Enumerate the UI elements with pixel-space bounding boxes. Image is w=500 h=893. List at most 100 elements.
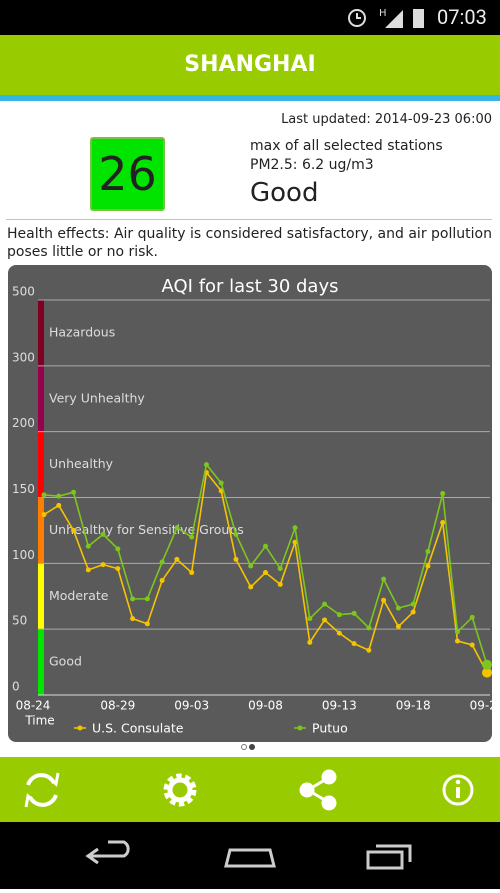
data-point <box>469 642 475 648</box>
legend-label: Putuo <box>312 721 348 736</box>
data-point <box>100 531 106 537</box>
data-point <box>336 630 342 636</box>
band-color <box>38 431 44 498</box>
data-point <box>381 597 387 603</box>
last-updated: Last updated: 2014-09-23 06:00 <box>281 112 492 127</box>
x-tick-label: 09-03 <box>174 699 209 713</box>
header-stripe <box>0 95 500 101</box>
data-point <box>292 539 298 545</box>
data-point <box>248 563 254 569</box>
toolbar-icons <box>24 769 474 811</box>
aqi-box: 26 <box>90 137 165 211</box>
data-point <box>425 563 431 569</box>
status-bar: H 07:03 <box>0 0 500 35</box>
info-button[interactable] <box>442 774 474 806</box>
data-point <box>469 614 475 620</box>
clock: 07:03 <box>437 5 487 29</box>
chart-panel <box>8 265 492 742</box>
band-label: Very Unhealthy <box>49 390 145 405</box>
y-tick-label: 0 <box>12 680 20 694</box>
nav-icons <box>85 840 412 870</box>
chart: AQI for last 30 days Time Good Moderate Un… <box>12 276 492 750</box>
refresh-button[interactable] <box>24 772 60 808</box>
x-tick-label: 09-08 <box>248 699 283 713</box>
share-button[interactable] <box>299 769 337 811</box>
y-tick-label: 100 <box>12 548 35 562</box>
x-tick-label: 09-18 <box>396 699 431 713</box>
data-point <box>307 616 313 622</box>
data-point <box>233 556 239 562</box>
data-point <box>115 566 121 572</box>
x-axis-label: Time <box>24 714 54 728</box>
data-point <box>263 543 268 549</box>
station-note: max of all selected stations <box>250 138 443 154</box>
page-dot-active <box>249 744 255 750</box>
band-color <box>38 300 44 366</box>
data-point <box>41 512 47 518</box>
data-point <box>263 570 268 576</box>
y-tick-label: 200 <box>12 416 35 430</box>
data-point <box>56 493 62 499</box>
x-tick-label: 08-29 <box>100 699 135 713</box>
pm25: PM2.5: 6.2 ug/m3 <box>250 157 374 173</box>
data-point <box>100 562 106 568</box>
data-point <box>366 647 372 653</box>
data-point <box>381 576 387 582</box>
data-point <box>174 556 180 562</box>
divider <box>6 219 492 220</box>
data-point <box>130 616 136 622</box>
band-label: Unhealthy <box>49 456 114 471</box>
data-point <box>366 625 372 631</box>
data-point <box>159 559 165 565</box>
legend-dot <box>297 725 303 731</box>
data-point <box>174 525 180 531</box>
health-effects: Health effects: Air quality is considere… <box>7 226 492 260</box>
data-point <box>159 577 165 583</box>
data-point <box>248 584 254 590</box>
data-point <box>71 489 77 495</box>
band-color <box>38 497 44 564</box>
data-point <box>454 638 460 644</box>
x-tick-label: 08-24 <box>16 699 51 713</box>
data-point <box>322 601 328 607</box>
data-point <box>203 462 209 468</box>
settings-button[interactable] <box>163 773 197 807</box>
data-point <box>233 531 239 537</box>
toolbar <box>0 757 500 822</box>
legend-dot <box>77 725 83 731</box>
data-point <box>307 639 313 645</box>
band-label: Good <box>49 654 82 669</box>
data-point <box>395 624 401 630</box>
data-point <box>351 641 357 647</box>
home-button[interactable] <box>224 848 276 868</box>
data-point <box>322 617 328 623</box>
data-point <box>482 659 492 670</box>
band-label: Unhealthy for Sensitive Groups <box>49 522 244 537</box>
data-point <box>71 527 77 533</box>
data-point <box>410 609 416 615</box>
app-header: SHANGHAI <box>0 35 500 95</box>
status-icons: H <box>348 8 424 28</box>
y-tick-label: 300 <box>12 350 35 364</box>
data-point <box>144 621 150 627</box>
band-color <box>38 629 44 695</box>
data-point <box>351 610 357 616</box>
data-point <box>425 548 431 554</box>
recent-button[interactable] <box>366 844 412 870</box>
legend-label: U.S. Consulate <box>92 721 184 736</box>
aqi-level: Good <box>250 178 319 208</box>
data-point <box>41 492 47 498</box>
city-title: SHANGHAI <box>184 52 316 77</box>
data-point <box>85 567 91 573</box>
band-label: Moderate <box>49 588 109 603</box>
data-point <box>292 525 298 531</box>
data-point <box>482 667 492 678</box>
data-point <box>277 581 283 587</box>
back-button[interactable] <box>85 840 130 865</box>
data-point <box>440 520 446 526</box>
data-point <box>130 596 136 602</box>
data-point <box>454 629 460 635</box>
nav-bar <box>0 822 500 889</box>
data-point <box>277 566 283 572</box>
